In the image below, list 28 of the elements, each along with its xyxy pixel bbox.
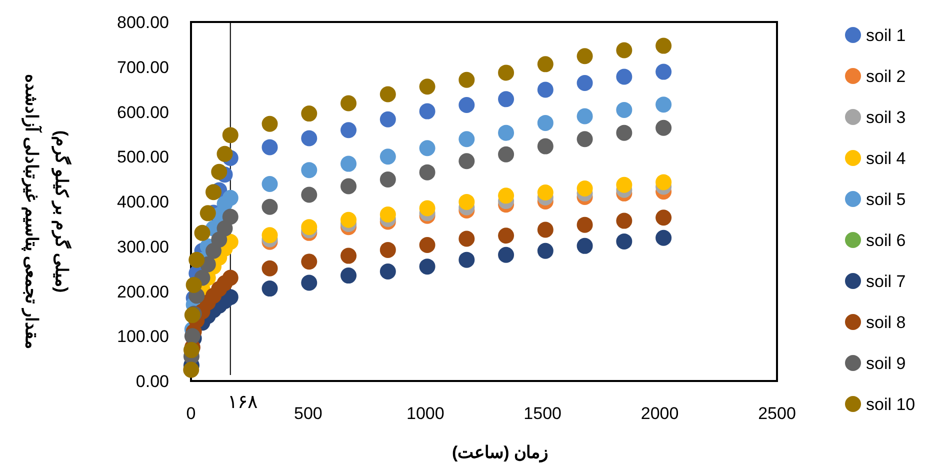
legend-label: soil 9 [866,354,906,373]
y-tick-label: 500.00 [117,148,169,167]
y-tick-label: 800.00 [117,13,169,32]
legend-label: soil 3 [866,108,906,127]
y-tick-label: 100.00 [117,327,169,346]
y-tick-label: 700.00 [117,58,169,77]
y-axis-title: مقدار تجمعی پتاسیم غیرتبادلی آزادشده (میلی گرم بر کیلو گرم) [21,74,72,349]
legend-label: soil 4 [866,149,906,168]
x-tick-label: 1000 [406,404,444,423]
legend-label: soil 10 [866,395,916,414]
y-tick-label: 300.00 [117,237,169,256]
x-tick-label: 2500 [758,404,796,423]
y-tick-label: 400.00 [117,192,169,212]
x-tick-label: 0 [186,404,196,423]
legend-label: soil 8 [866,313,906,332]
x-tick-label: 2000 [640,404,679,423]
x-tick-label: 1500 [524,404,562,423]
legend-label: soil 7 [866,272,906,291]
legend-label: soil 2 [866,67,906,86]
x-axis-title: زمان (ساعت) [452,443,548,463]
legend-label: soil 1 [866,26,906,45]
y-tick-label: 600.00 [117,102,169,122]
y-tick-label: 0.00 [136,372,169,391]
y-tick-label: 200.00 [117,282,169,302]
ref-line-label: ۱۶۸ [227,392,258,413]
legend-label: soil 5 [866,190,906,209]
legend-label: soil 6 [866,231,906,250]
x-tick-label: 500 [294,404,322,423]
